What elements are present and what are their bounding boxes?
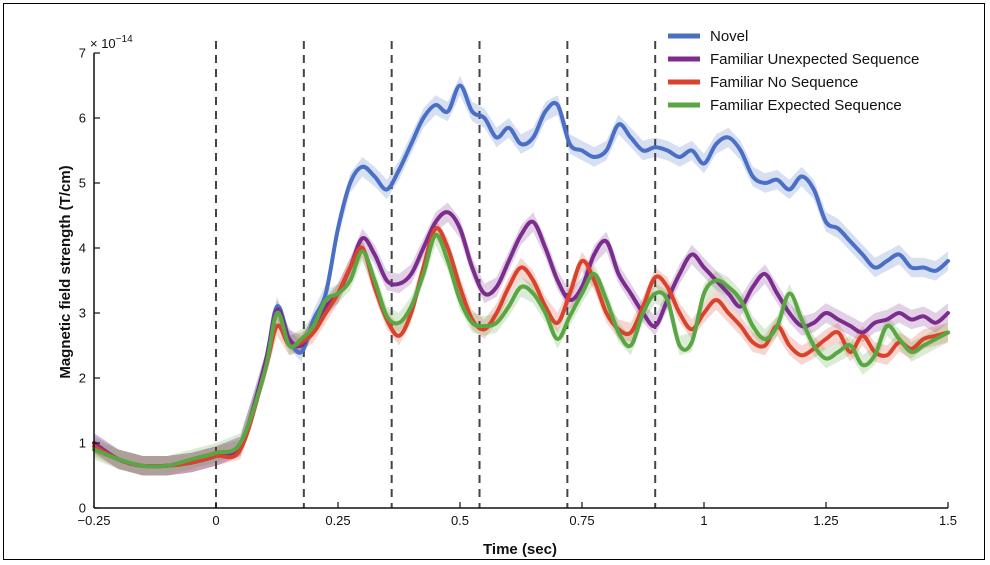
y-tick-label: 0: [79, 501, 86, 516]
x-tick-label: 0.75: [569, 513, 594, 528]
y-tick-label: 7: [79, 46, 86, 61]
series-line: [92, 83, 950, 469]
series-line: [92, 226, 950, 469]
legend-entry-label: Familiar Expected Sequence: [710, 97, 902, 114]
y-tick-label: 6: [79, 111, 86, 126]
x-ticks: −0.25 0 0.25 0.5 0.75 1 1.25 1.5: [78, 502, 957, 528]
y-ticks: 0 1 2 3 4 5 6 7: [79, 46, 100, 516]
legend: Novel Familiar Unexpected Sequence Familia…: [668, 28, 919, 114]
legend-entry-label: Familiar Unexpected Sequence: [710, 51, 919, 68]
legend-entry-label: Familiar No Sequence: [710, 74, 858, 91]
x-tick-label: 0: [212, 513, 219, 528]
error-bands: [94, 75, 948, 476]
y-tick-label: 3: [79, 306, 86, 321]
y-multiplier-label: × 10−14: [90, 34, 133, 51]
y-tick-label: 1: [79, 436, 86, 451]
x-tick-label: 0.5: [451, 513, 469, 528]
x-tick-label: 1.25: [813, 513, 838, 528]
axes: [93, 53, 948, 509]
x-tick-label: 1: [700, 513, 707, 528]
x-tick-label: −0.25: [78, 513, 111, 528]
error-band: [94, 225, 948, 476]
error-band: [94, 218, 948, 476]
y-tick-label: 4: [79, 241, 86, 256]
legend-entry-label: Novel: [710, 28, 748, 45]
series-line: [92, 232, 950, 469]
x-tick-label: 0.25: [325, 513, 350, 528]
vertical-markers: [215, 41, 657, 508]
x-tick-label: 1.5: [939, 513, 957, 528]
y-tick-label: 5: [79, 176, 86, 191]
y-axis-title: Magnetic field strength (T/cm): [57, 165, 74, 378]
y-tick-label: 2: [79, 371, 86, 386]
series-lines: [92, 83, 950, 469]
x-axis-title: Time (sec): [483, 541, 557, 558]
